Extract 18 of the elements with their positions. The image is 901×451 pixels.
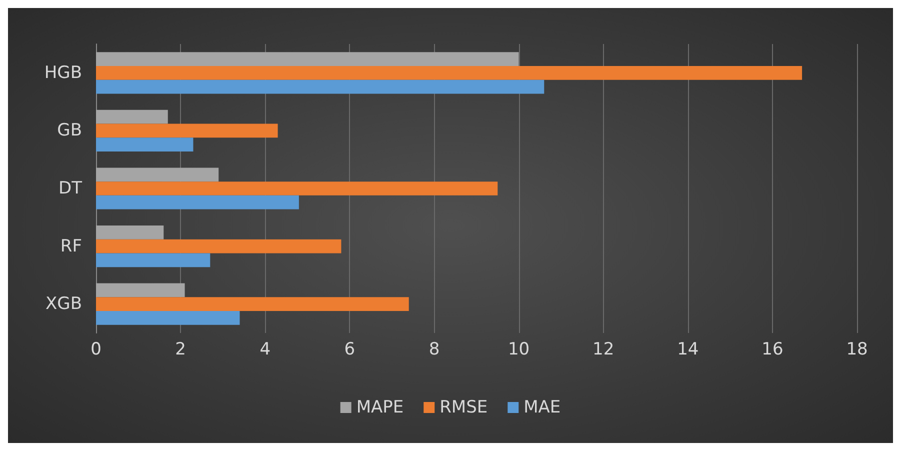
x-tick-label: 10 [508, 340, 530, 360]
x-tick-label: 18 [846, 340, 868, 360]
legend-label: RMSE [440, 398, 488, 418]
y-tick-label: DT [58, 178, 83, 198]
x-tick-label: 6 [344, 340, 356, 360]
x-tick-label: 16 [762, 340, 784, 360]
legend-label: MAPE [356, 398, 404, 418]
x-tick-label: 2 [175, 340, 186, 360]
y-tick-label: HGB [44, 62, 82, 83]
x-tick-label: 12 [592, 340, 614, 360]
x-tick-label: 0 [90, 340, 102, 360]
x-tick-label: 4 [260, 340, 271, 360]
legend-label: MAE [524, 398, 561, 418]
y-tick-label: RF [60, 236, 82, 256]
x-tick-label: 14 [677, 340, 699, 360]
y-tick-label: GB [57, 120, 82, 141]
y-tick-label: XGB [46, 294, 82, 314]
x-tick-label: 8 [428, 340, 440, 360]
